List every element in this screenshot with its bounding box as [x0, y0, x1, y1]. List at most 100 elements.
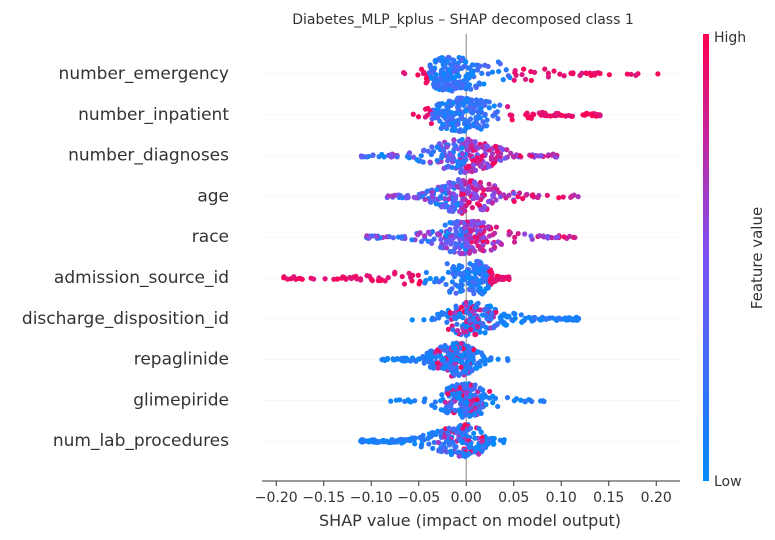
- shap-point: [493, 309, 499, 315]
- shap-point: [450, 263, 457, 270]
- shap-point: [511, 198, 517, 204]
- shap-point: [458, 304, 465, 310]
- shap-point: [457, 384, 463, 391]
- shap-point: [449, 236, 455, 242]
- shap-point: [392, 271, 398, 277]
- shap-point: [464, 147, 470, 153]
- shap-point: [520, 195, 526, 202]
- shap-point: [542, 66, 548, 72]
- shap-point: [490, 400, 496, 406]
- shap-point: [387, 152, 393, 158]
- shap-point: [446, 180, 452, 186]
- chart-title: Diabetes_MLP_kplus – SHAP decomposed cla…: [292, 12, 634, 28]
- feature-label: number_diagnoses: [68, 146, 229, 166]
- shap-point: [439, 357, 445, 363]
- shap-point: [470, 162, 476, 168]
- shap-point: [385, 275, 391, 281]
- shap-point: [467, 317, 473, 323]
- shap-point: [497, 102, 503, 108]
- shap-point: [511, 190, 517, 196]
- feature-label: discharge_disposition_id: [22, 309, 229, 329]
- shap-point: [466, 451, 472, 457]
- shap-point: [467, 101, 473, 107]
- feature-label: age: [197, 186, 229, 206]
- shap-point: [500, 437, 506, 444]
- shap-point: [486, 163, 492, 170]
- shap-point: [495, 403, 501, 410]
- shap-point: [427, 62, 433, 68]
- shap-point: [474, 67, 481, 73]
- shap-point: [434, 144, 440, 150]
- shap-point: [522, 231, 528, 237]
- shap-point: [480, 241, 486, 247]
- shap-point: [455, 146, 461, 152]
- shap-point: [439, 83, 445, 90]
- shap-point: [486, 99, 492, 105]
- shap-point: [528, 153, 535, 159]
- feature-label: glimepiride: [133, 390, 229, 410]
- shap-point: [438, 237, 444, 243]
- x-tick-label: −0.10: [350, 490, 393, 506]
- shap-point: [428, 199, 434, 205]
- x-tick-label: 0.10: [546, 490, 577, 506]
- shap-point: [570, 71, 576, 77]
- shap-point: [473, 187, 480, 193]
- shap-point: [417, 278, 423, 285]
- shap-point: [441, 446, 447, 452]
- shap-point: [430, 194, 436, 200]
- shap-point: [503, 274, 509, 280]
- shap-point: [394, 154, 400, 160]
- shap-point: [418, 66, 425, 72]
- shap-point: [471, 104, 478, 111]
- shap-point: [458, 412, 464, 418]
- shap-point: [463, 303, 469, 309]
- shap-point: [472, 319, 478, 325]
- shap-point: [480, 207, 486, 213]
- shap-point: [364, 273, 370, 279]
- shap-point: [442, 222, 448, 228]
- shap-point: [557, 71, 563, 77]
- shap-point: [448, 448, 454, 454]
- shap-point: [482, 111, 488, 117]
- shap-point: [449, 164, 455, 171]
- shap-point: [415, 72, 421, 78]
- shap-point: [545, 235, 551, 241]
- shap-point: [537, 317, 544, 323]
- shap-point: [404, 437, 410, 443]
- shap-point: [531, 111, 537, 118]
- shap-point: [469, 168, 475, 175]
- shap-point: [465, 124, 471, 130]
- shap-point: [385, 193, 391, 199]
- shap-point: [475, 324, 481, 330]
- shap-point: [382, 278, 388, 284]
- shap-point: [406, 398, 412, 404]
- shap-point: [465, 137, 471, 143]
- shap-point: [452, 309, 458, 316]
- shap-point: [473, 444, 479, 451]
- shap-point: [477, 179, 484, 186]
- x-axis-label: SHAP value (impact on model output): [319, 511, 621, 530]
- shap-point: [456, 138, 462, 144]
- shap-point: [444, 319, 450, 325]
- colorbar: [703, 34, 709, 481]
- shap-point: [519, 318, 526, 324]
- shap-point: [478, 227, 484, 233]
- shap-point: [435, 439, 441, 445]
- shap-point: [462, 59, 469, 65]
- shap-point: [419, 193, 426, 199]
- shap-point: [468, 392, 474, 398]
- shap-point: [488, 355, 494, 361]
- shap-point: [482, 102, 488, 108]
- shap-point: [508, 150, 514, 156]
- shap-point: [511, 77, 517, 83]
- shap-point: [502, 155, 508, 161]
- shap-point: [438, 158, 444, 164]
- shap-point: [453, 85, 459, 91]
- shap-point: [503, 67, 509, 73]
- shap-point: [480, 278, 487, 284]
- shap-point: [431, 439, 437, 446]
- shap-point: [518, 312, 524, 318]
- shap-point: [454, 328, 461, 334]
- shap-point: [443, 364, 449, 370]
- shap-point: [452, 407, 458, 413]
